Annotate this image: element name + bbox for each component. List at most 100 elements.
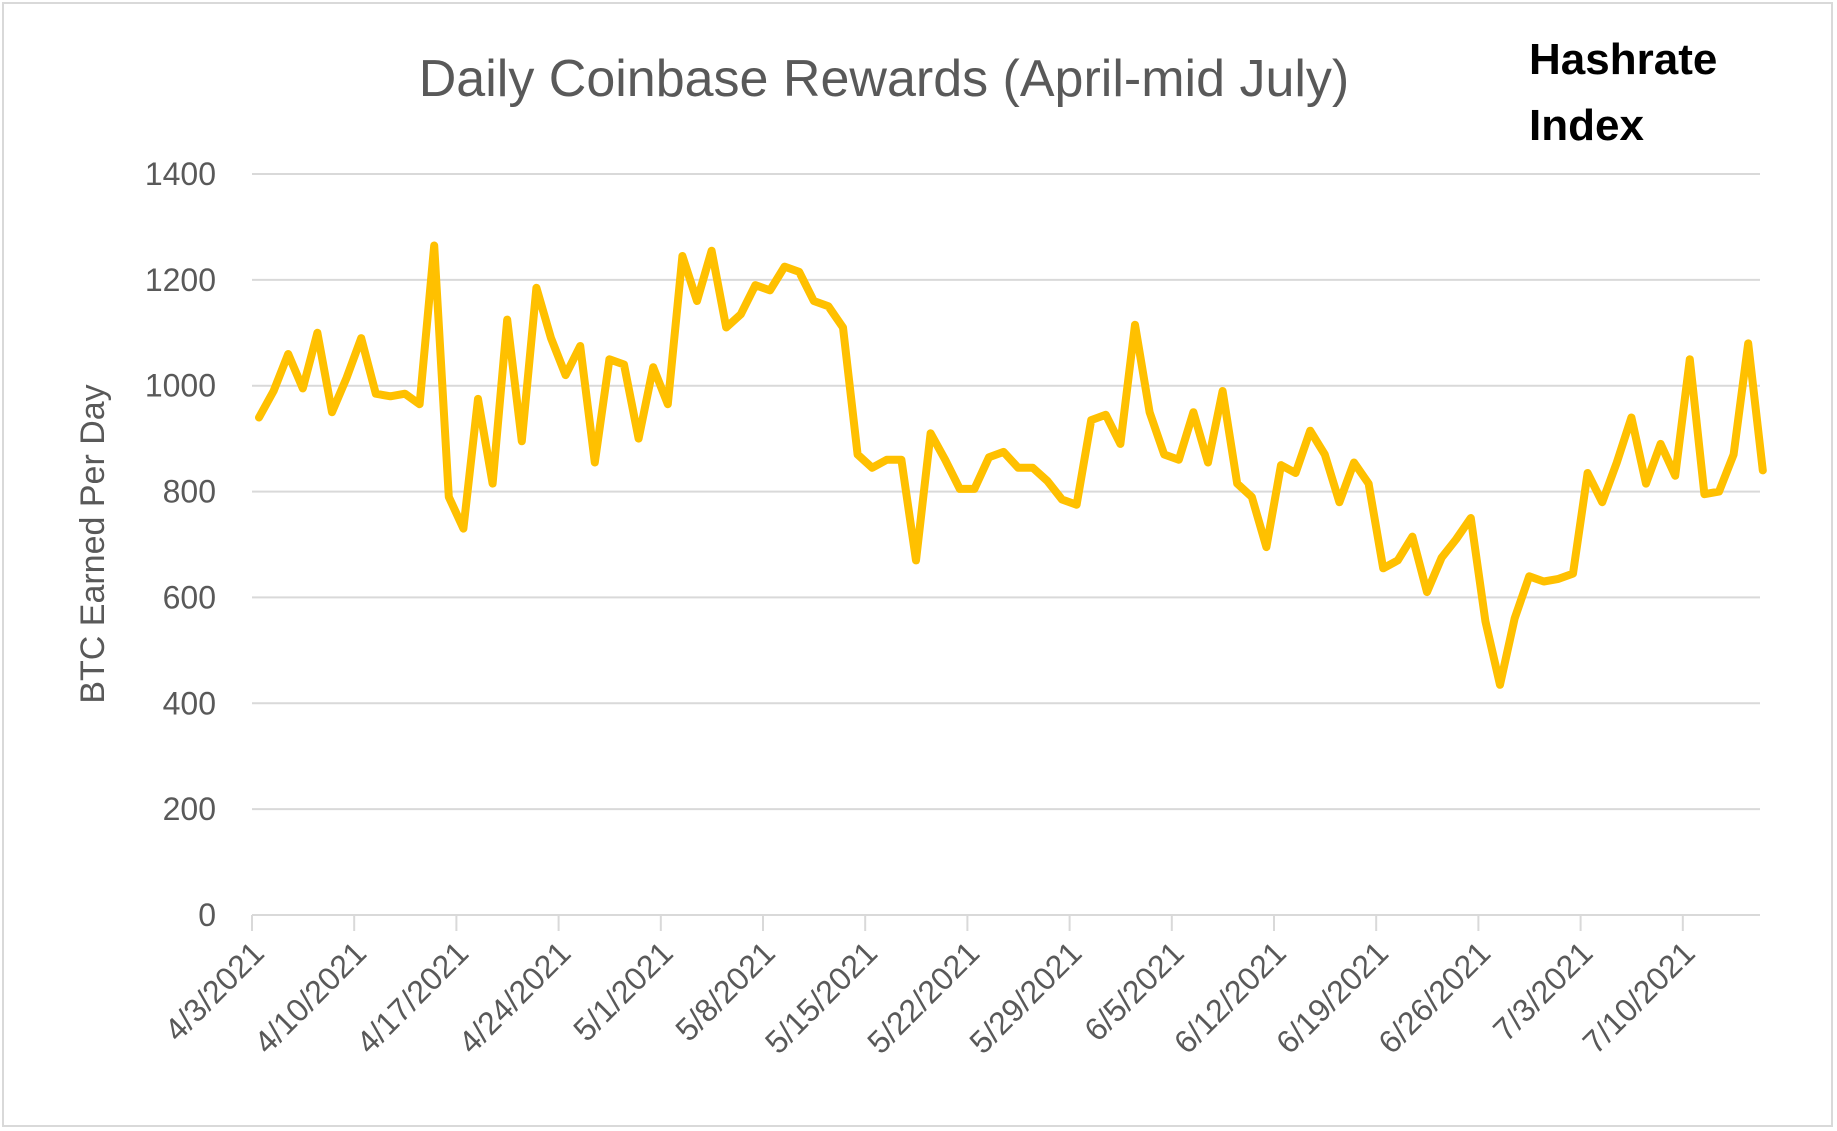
data-point [752, 282, 759, 289]
data-point [781, 263, 788, 270]
data-point [1117, 440, 1124, 447]
data-point [1205, 459, 1211, 466]
data-point [1132, 321, 1138, 328]
data-point [518, 438, 525, 445]
data-point [1701, 491, 1708, 498]
data-point [913, 557, 919, 564]
data-point [1643, 480, 1649, 487]
data-point [650, 364, 657, 371]
data-point [533, 284, 540, 291]
data-point [460, 525, 467, 532]
data-point [883, 456, 890, 463]
x-axis: 4/3/20214/10/20214/17/20214/24/20215/1/2… [157, 914, 1760, 1061]
data-point [329, 409, 335, 416]
line-chart: Daily Coinbase Rewards (April-mid July) … [74, 35, 1767, 1061]
x-tick-label: 5/22/2021 [860, 934, 986, 1060]
data-point [1584, 470, 1591, 477]
data-point [489, 480, 496, 487]
data-point [1599, 499, 1606, 506]
data-point [767, 287, 773, 294]
y-tick-label-400: 400 [163, 685, 216, 721]
data-point [402, 390, 408, 397]
data-point [796, 268, 803, 275]
data-point [679, 253, 686, 260]
y-tick-label-200: 200 [163, 791, 216, 827]
data-point [898, 456, 905, 463]
data-point [927, 430, 934, 437]
data-point [256, 414, 262, 421]
data-point [1234, 480, 1241, 487]
data-point [1394, 557, 1401, 564]
y-axis-title: BTC Earned Per Day [74, 384, 112, 703]
data-point [1351, 459, 1357, 466]
data-point [1526, 573, 1533, 580]
data-point [737, 311, 744, 318]
data-point [1190, 409, 1197, 416]
x-tick-label: 4/24/2021 [451, 934, 577, 1060]
data-point [1730, 451, 1737, 458]
data-point [358, 335, 365, 342]
data-point [1307, 427, 1314, 434]
data-point [1570, 570, 1576, 577]
y-tick-label-1000: 1000 [145, 368, 216, 404]
data-point [1745, 340, 1752, 347]
data-point [1482, 618, 1489, 625]
y-tick-label-1400: 1400 [145, 156, 216, 192]
data-point [1000, 448, 1007, 455]
brand-line-1: Hashrate [1529, 35, 1717, 84]
data-point [1540, 578, 1547, 585]
data-point [475, 395, 481, 402]
x-tick-label: 6/19/2021 [1269, 934, 1395, 1060]
data-point [1059, 496, 1065, 503]
data-point [723, 324, 730, 331]
data-point [869, 464, 876, 471]
brand-line-2: Index [1529, 101, 1644, 150]
data-point [1380, 565, 1387, 572]
x-tick-label: 6/26/2021 [1371, 934, 1497, 1060]
y-tick-label-600: 600 [163, 579, 216, 615]
data-point [562, 372, 569, 379]
data-point [387, 393, 394, 400]
data-point [1511, 615, 1518, 622]
data-point [1657, 440, 1664, 447]
data-point [1029, 464, 1036, 471]
data-point [694, 298, 700, 305]
data-point [343, 374, 350, 381]
x-tick-label: 4/17/2021 [349, 934, 475, 1060]
data-point [1628, 414, 1635, 421]
data-point [1336, 499, 1343, 506]
data-point [1248, 493, 1255, 500]
data-point [1555, 575, 1562, 582]
data-point [1044, 477, 1051, 484]
data-point [854, 451, 861, 458]
data-point [1453, 536, 1460, 543]
data-point [635, 435, 642, 442]
data-point [548, 335, 554, 342]
data-point [1438, 554, 1445, 561]
data-point [1088, 417, 1095, 424]
data-point [299, 385, 306, 392]
data-point [504, 316, 511, 323]
data-point [1263, 544, 1270, 551]
y-tick-label-800: 800 [163, 474, 216, 510]
data-point [606, 356, 613, 363]
data-point [1073, 501, 1080, 508]
data-point [1716, 488, 1722, 495]
data-point [1686, 356, 1693, 363]
series-layer [255, 241, 1767, 689]
data-point [1497, 681, 1503, 688]
data-point [445, 493, 452, 500]
data-point [1321, 451, 1328, 458]
data-point [1409, 533, 1416, 540]
y-tick-label-0: 0 [198, 897, 216, 933]
data-point [1365, 480, 1372, 487]
y-tick-label-1200: 1200 [145, 262, 216, 298]
series-line-0 [255, 241, 1767, 689]
chart-title: Daily Coinbase Rewards (April-mid July) [419, 50, 1350, 108]
data-point [416, 401, 423, 408]
data-point [577, 343, 584, 350]
data-point [664, 401, 671, 408]
x-tick-label: 7/10/2021 [1576, 934, 1702, 1060]
data-point [1672, 472, 1679, 479]
